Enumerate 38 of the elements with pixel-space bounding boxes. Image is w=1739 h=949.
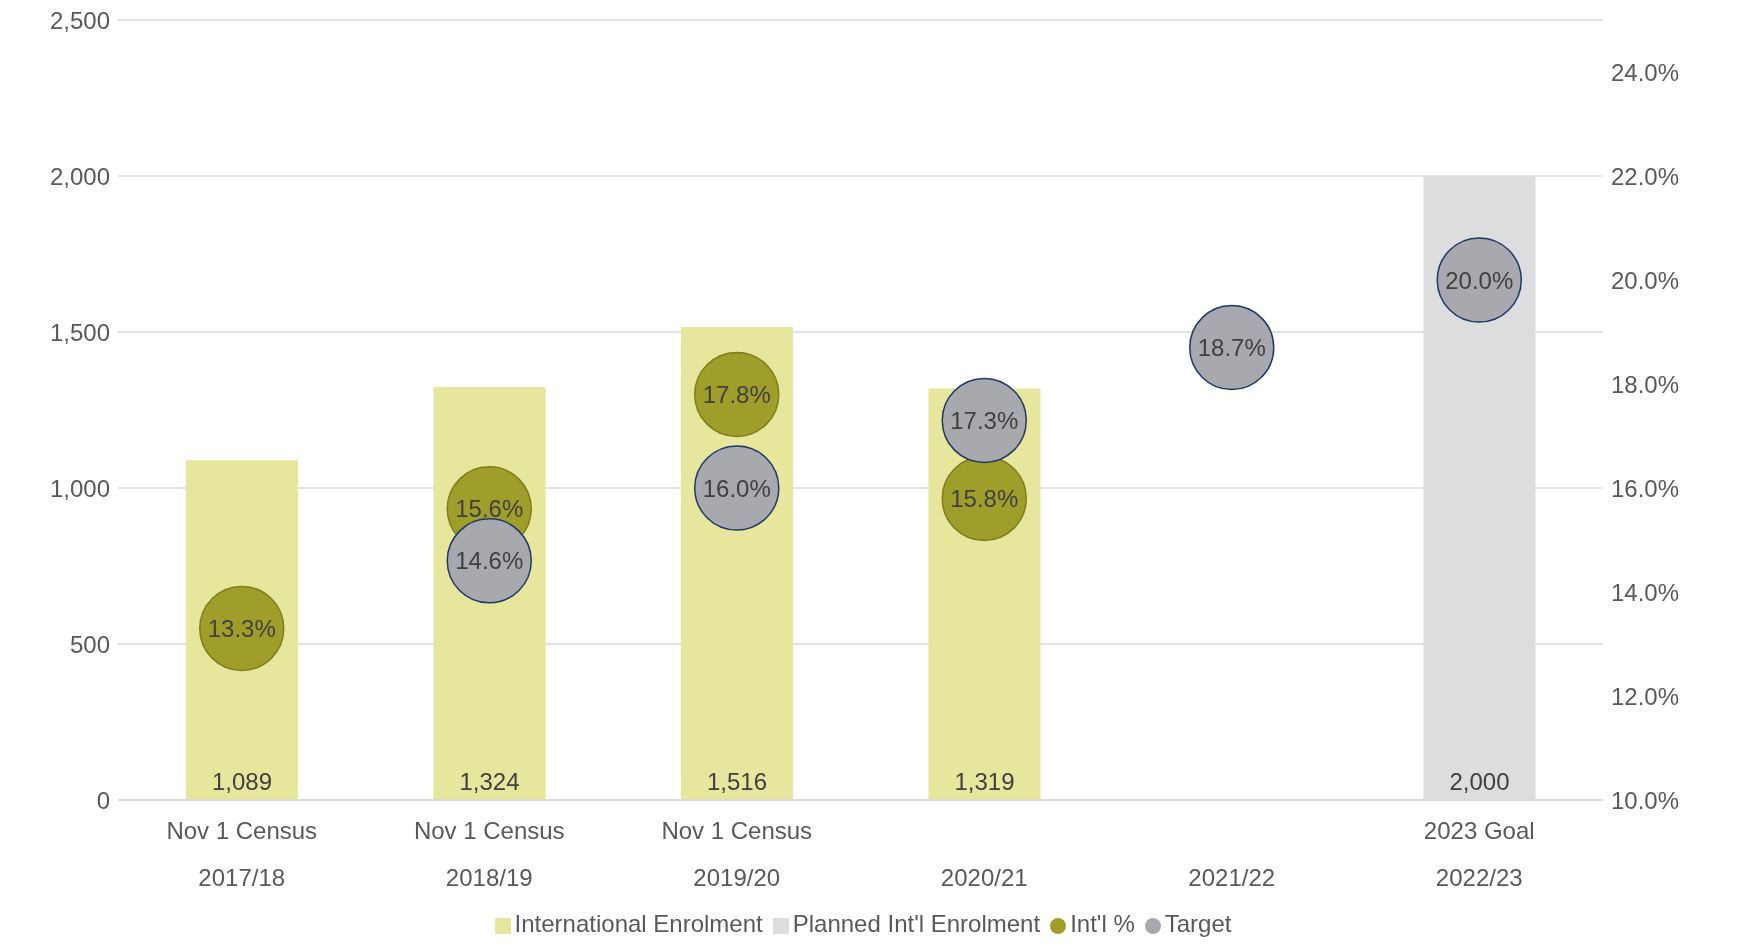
x-tick-label: Nov 1 Census 2018/19: [413, 817, 565, 891]
y-tick-label: 500: [69, 630, 110, 658]
legend-label: Planned Int'l Enrolment: [792, 910, 1041, 937]
data-label: 15.6%: [455, 495, 524, 523]
y-tick-label: 2,500: [49, 6, 110, 34]
data-label: 18.7%: [1197, 334, 1266, 362]
y2-tick-label: 14.0%: [1611, 578, 1680, 606]
x-tick-label: 2021/22: [1188, 864, 1276, 891]
data-label: 1,516: [706, 768, 768, 795]
data-label: 17.8%: [702, 380, 771, 408]
y-tick-label: 1,500: [49, 318, 110, 346]
y-tick-label: 2,000: [49, 162, 110, 190]
y-tick-label: 0: [96, 786, 110, 814]
data-label: 15.8%: [950, 484, 1019, 512]
y2-tick-label: 20.0%: [1611, 266, 1680, 294]
y2-tick-label: 12.0%: [1611, 682, 1680, 710]
x-tick-label: 2023 Goal 2022/23: [1423, 817, 1535, 891]
y2-tick-label: 18.0%: [1611, 370, 1680, 398]
data-label: 1,089: [211, 768, 273, 795]
data-label: 20.0%: [1445, 266, 1514, 294]
legend-label: Target: [1164, 910, 1232, 937]
y2-tick-label: 16.0%: [1611, 474, 1680, 502]
data-label: 14.6%: [455, 547, 524, 575]
y2-tick-label: 22.0%: [1611, 162, 1680, 190]
data-label: 17.3%: [950, 406, 1019, 434]
data-label: 1,324: [459, 768, 520, 795]
y2-tick-label: 24.0%: [1611, 58, 1680, 86]
x-tick-label: Nov 1 Census 2019/20: [661, 817, 813, 891]
y2-tick-label: 10.0%: [1611, 786, 1680, 814]
data-label: 1,319: [954, 768, 1015, 795]
legend-label: Int'l %: [1070, 910, 1135, 937]
data-label: 13.3%: [207, 614, 276, 642]
x-tick-label: Nov 1 Census 2017/18: [166, 817, 318, 891]
data-label: 2,000: [1449, 768, 1510, 795]
data-label: 16.0%: [702, 474, 771, 502]
y-tick-label: 1,000: [49, 474, 110, 502]
legend-label: International Enrolment: [514, 910, 763, 937]
x-tick-label: 2020/21: [940, 864, 1028, 891]
